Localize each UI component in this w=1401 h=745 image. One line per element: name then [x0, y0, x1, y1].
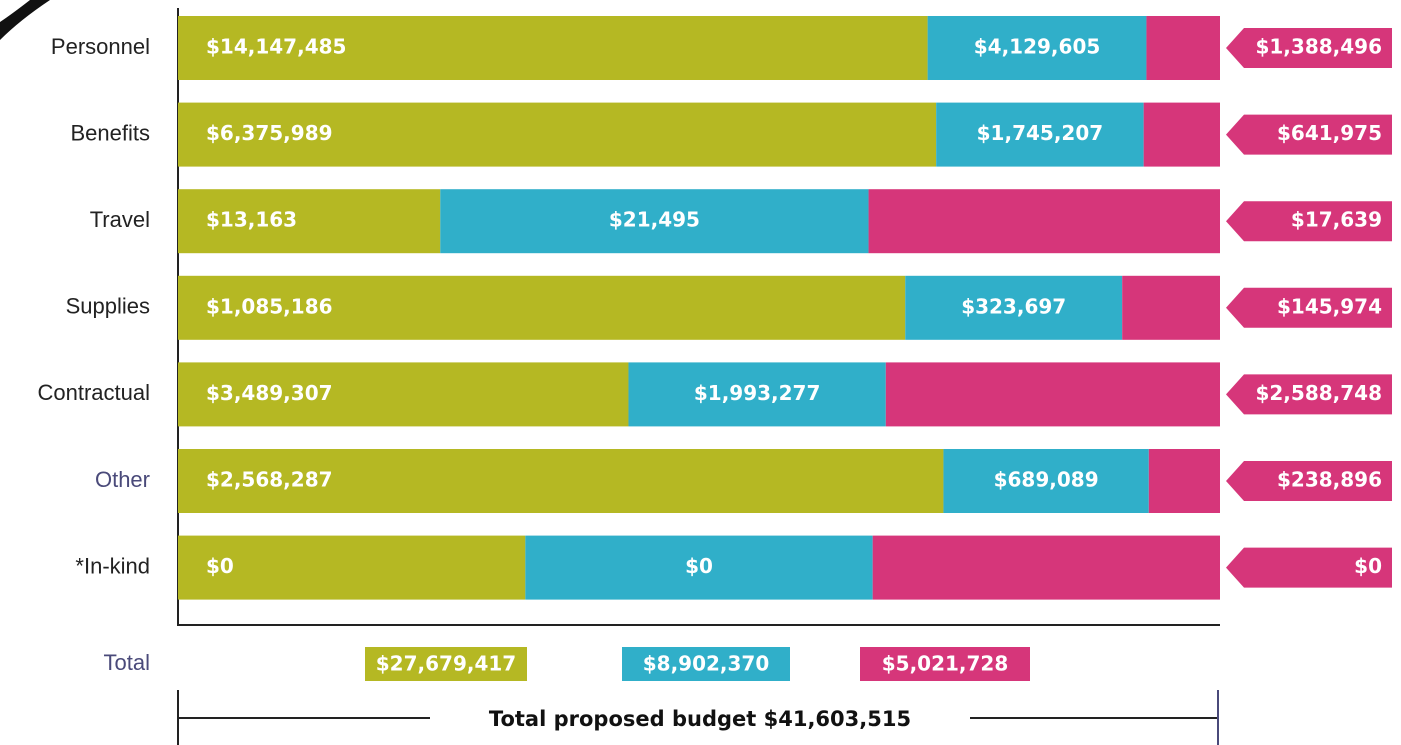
- category-label: Travel: [90, 207, 150, 232]
- total-value: $27,679,417: [376, 652, 516, 676]
- value-label: $13,163: [206, 208, 297, 232]
- total-value: $8,902,370: [643, 652, 770, 676]
- bar-segment: [868, 189, 1220, 254]
- bar-segment: [936, 102, 1144, 167]
- value-tag: [1226, 461, 1392, 501]
- value-label: $17,639: [1291, 208, 1382, 232]
- total-value: $5,021,728: [882, 652, 1009, 676]
- value-tag: [1226, 28, 1392, 68]
- category-label: Contractual: [37, 380, 150, 405]
- bar-segment: [628, 362, 886, 427]
- category-label: Personnel: [51, 34, 150, 59]
- value-tag: [1226, 114, 1392, 155]
- bar-segment: [943, 449, 1149, 513]
- bar-segment: [1146, 16, 1220, 80]
- value-label: $3,489,307: [206, 381, 333, 405]
- bar-segment: [178, 362, 629, 427]
- corner-decoration: [0, 0, 50, 40]
- value-label: $1,085,186: [206, 294, 333, 318]
- bar-segment: [178, 449, 944, 513]
- bar-segment: [927, 16, 1147, 80]
- category-label: *In-kind: [75, 553, 150, 578]
- bar-segment: [1148, 449, 1220, 513]
- bar-segment: [178, 16, 928, 80]
- value-label: $2,588,748: [1255, 381, 1382, 405]
- value-label: $4,129,605: [974, 35, 1101, 59]
- grand-total-label: Total proposed budget: [489, 707, 756, 731]
- total-box: [622, 647, 790, 681]
- value-label: $21,495: [609, 208, 700, 232]
- bar-segment: [178, 275, 906, 340]
- bar-segment: [1143, 102, 1220, 167]
- bar-segment: [178, 102, 937, 167]
- value-label: $641,975: [1277, 121, 1382, 145]
- bar-segment: [178, 189, 441, 254]
- value-tag: [1226, 201, 1392, 242]
- grand-total-value: $41,603,515: [764, 707, 911, 731]
- value-label: $1,745,207: [977, 121, 1104, 145]
- value-label: $0: [1354, 554, 1382, 578]
- total-box: [860, 647, 1030, 681]
- value-label: $145,974: [1277, 294, 1382, 318]
- category-label: Benefits: [71, 120, 151, 145]
- value-label: $238,896: [1277, 468, 1382, 492]
- value-label: $14,147,485: [206, 35, 346, 59]
- value-label: $1,388,496: [1255, 35, 1382, 59]
- category-label: Supplies: [66, 294, 150, 319]
- value-tag: [1226, 374, 1392, 415]
- value-label: $323,697: [961, 294, 1066, 318]
- bar-segment: [1122, 275, 1220, 340]
- total-box: [365, 647, 527, 681]
- value-label: $2,568,287: [206, 468, 333, 492]
- value-label: $6,375,989: [206, 121, 333, 145]
- value-label: $0: [685, 554, 713, 578]
- category-label: Other: [95, 467, 150, 492]
- grand-total: Total proposed budget $41,603,515: [489, 707, 911, 731]
- totals-label: Total: [104, 650, 150, 675]
- value-tag: [1226, 547, 1392, 588]
- value-label: $689,089: [994, 468, 1099, 492]
- bar-segment: [872, 535, 1220, 600]
- bar-segment: [178, 535, 526, 600]
- bar-segment: [885, 362, 1220, 427]
- bar-segment: [440, 189, 869, 254]
- bar-segment: [525, 535, 873, 600]
- value-label: $1,993,277: [694, 381, 821, 405]
- value-tag: [1226, 287, 1392, 328]
- bar-segment: [905, 275, 1123, 340]
- value-label: $0: [206, 554, 234, 578]
